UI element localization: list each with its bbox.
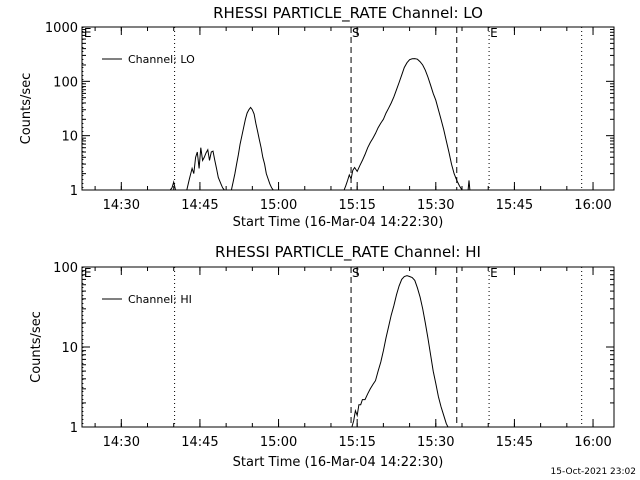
y-tick-label: 10 bbox=[61, 130, 78, 145]
chart-title: RHESSI PARTICLE_RATE Channel: HI bbox=[215, 243, 481, 262]
event-marker-label: S bbox=[352, 26, 360, 40]
data-series-burst-3 bbox=[230, 106, 274, 191]
x-tick-label: 16:00 bbox=[574, 435, 611, 450]
plot-frame bbox=[81, 266, 615, 428]
y-tick-label: 100 bbox=[53, 261, 78, 276]
event-marker-label: E bbox=[84, 26, 92, 40]
x-tick-label: 14:30 bbox=[103, 435, 140, 450]
x-tick-label: 15:45 bbox=[496, 435, 533, 450]
x-tick-label: 15:00 bbox=[260, 198, 297, 213]
y-axis-label: Counts/sec bbox=[19, 73, 34, 145]
x-tick-label: 15:15 bbox=[338, 435, 375, 450]
y-tick-label: 10 bbox=[61, 341, 78, 356]
x-tick-label: 15:45 bbox=[496, 198, 533, 213]
x-axis-label: Start Time (16-Mar-04 14:22:30) bbox=[233, 455, 444, 470]
x-tick-label: 16:00 bbox=[574, 198, 611, 213]
y-tick-label: 100 bbox=[53, 75, 78, 90]
x-axis-label: Start Time (16-Mar-04 14:22:30) bbox=[233, 215, 444, 230]
x-tick-label: 15:00 bbox=[260, 435, 297, 450]
event-marker-label: E bbox=[84, 266, 92, 280]
x-tick-label: 15:15 bbox=[338, 198, 375, 213]
chart-panel-1: 1 10 100 1000 14:30 14:45 15:00 15:15 15:30 15:45… bbox=[19, 4, 615, 230]
event-marker-label: S bbox=[352, 266, 360, 280]
x-tick-label: 15:30 bbox=[417, 198, 454, 213]
x-tick-label: 14:45 bbox=[181, 435, 218, 450]
y-axis-label: Counts/sec bbox=[29, 311, 44, 383]
x-tick-label: 14:45 bbox=[181, 198, 218, 213]
x-tick-label: 14:30 bbox=[103, 198, 140, 213]
y-tick-label: 1 bbox=[70, 421, 78, 436]
data-series-tail bbox=[467, 180, 471, 191]
data-series-event bbox=[351, 275, 449, 428]
data-series-event bbox=[343, 58, 463, 191]
data-series-burst-2 bbox=[186, 147, 225, 191]
data-series-burst-1 bbox=[169, 180, 176, 191]
plot-frame bbox=[81, 26, 615, 191]
y-tick-label: 1000 bbox=[45, 21, 78, 36]
event-marker-label: E bbox=[490, 266, 498, 280]
event-marker-label: E bbox=[490, 26, 498, 40]
footer-timestamp: 15-Oct-2021 23:02 bbox=[550, 467, 636, 477]
chart-title: RHESSI PARTICLE_RATE Channel: LO bbox=[213, 4, 483, 23]
x-tick-label: 15:30 bbox=[417, 435, 454, 450]
y-tick-label: 1 bbox=[70, 184, 78, 199]
chart-panel-2: 1 10 100 14:30 14:45 15:00 15:15 15:30 15:45 16:0… bbox=[29, 243, 615, 470]
legend-label: Channel: LO bbox=[128, 53, 195, 66]
legend-label: Channel: HI bbox=[128, 293, 192, 306]
